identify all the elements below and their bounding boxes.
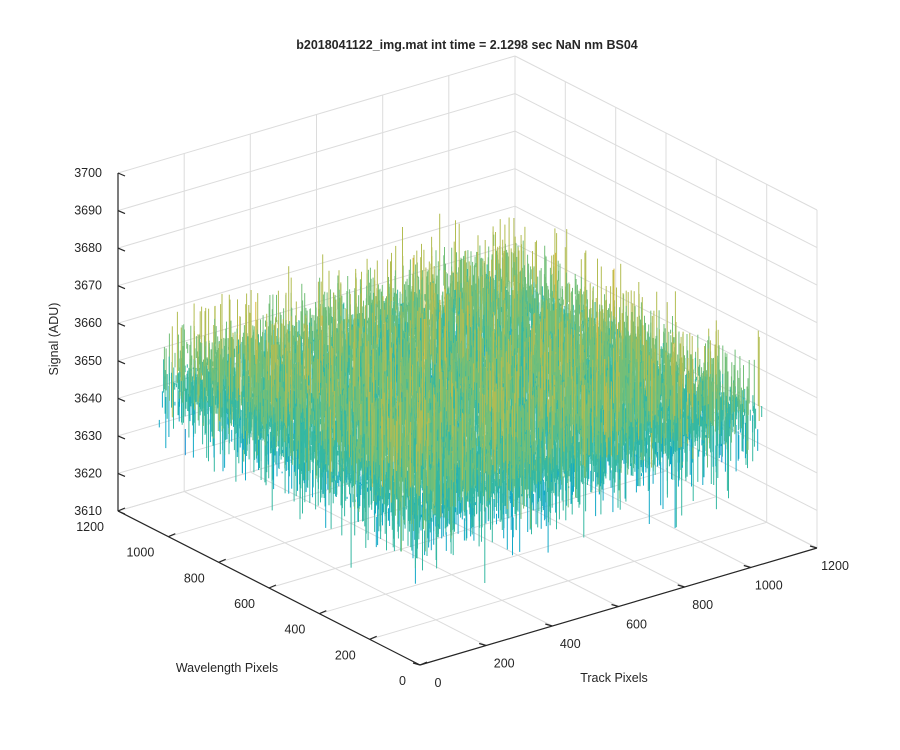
grid-line [117, 93, 516, 212]
grid-line [369, 521, 767, 640]
grid-line [514, 55, 818, 211]
grid-line [514, 205, 818, 361]
grid-line [117, 55, 516, 174]
grid-line [514, 130, 818, 286]
grid-line [514, 168, 818, 324]
surface [158, 213, 763, 584]
grid-line [319, 496, 717, 615]
grid-line [117, 168, 516, 287]
grid-line [117, 205, 516, 324]
grid-line [514, 93, 818, 249]
grid-line [117, 130, 516, 249]
